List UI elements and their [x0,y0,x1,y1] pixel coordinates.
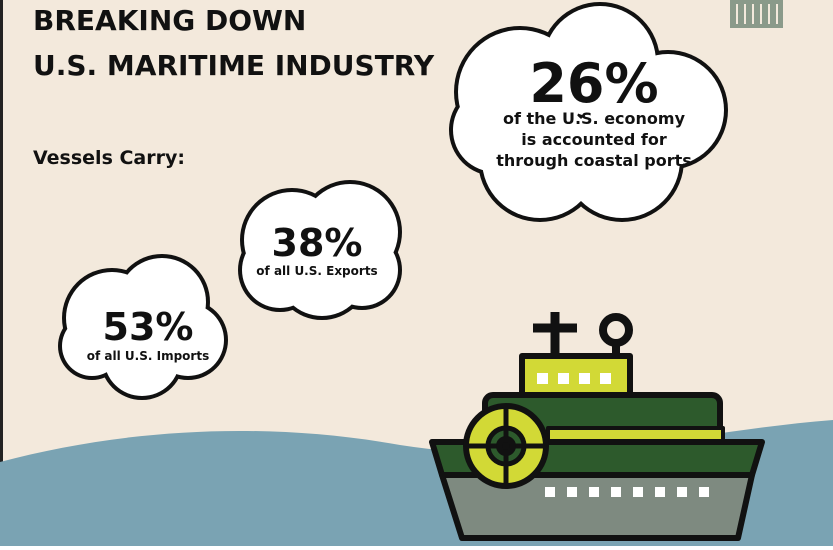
clouds [58,2,728,400]
cloud-part [326,234,398,306]
cloud [238,180,402,320]
cloud [449,2,728,222]
stat-text: of the U.S. economy [503,109,686,128]
cloud [58,254,228,400]
stat-text: of all U.S. Exports [256,264,377,278]
ship-windows [537,373,709,497]
stat-value: 38% [272,221,363,265]
stat-text: is accounted for [521,130,667,149]
left-border [0,0,3,546]
cloud-part [453,88,537,172]
stat-text: through coastal ports [496,151,692,170]
cloud-part [62,316,122,376]
logo [730,0,783,28]
ship [429,312,765,541]
cloud-part [564,102,680,218]
stat-value: 26% [529,52,658,115]
title-line: U.S. MARITIME INDUSTRY [33,49,435,82]
stat-value: 53% [103,305,194,349]
intro: Vessels Carry: [33,147,185,169]
cloud-part [104,320,180,396]
stat-text: of all U.S. Imports [87,349,209,363]
title-line: BREAKING DOWN [33,4,306,37]
cloud-part [242,232,318,308]
